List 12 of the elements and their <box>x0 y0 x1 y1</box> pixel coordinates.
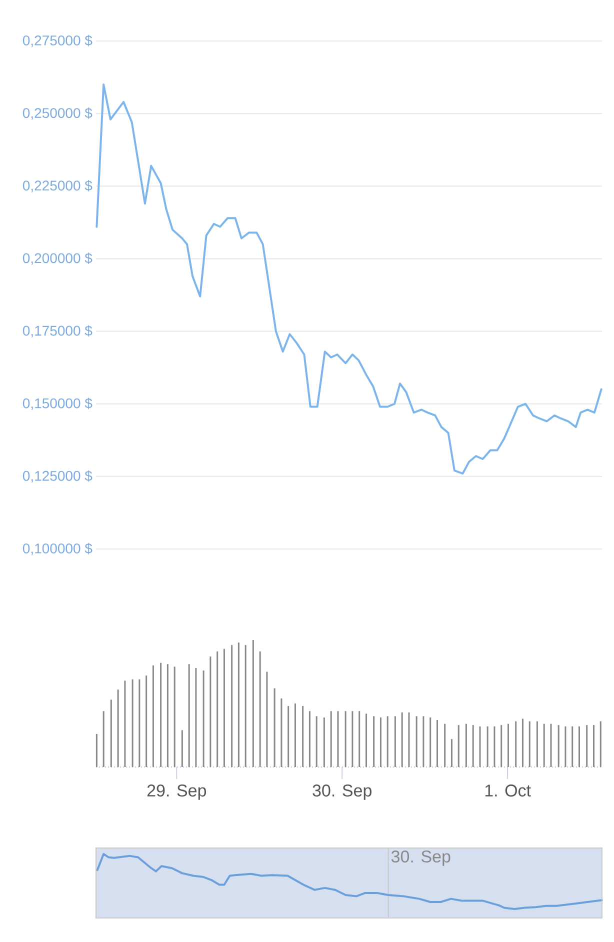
y-tick-label: 0,250000 $ <box>22 107 92 120</box>
x-tick-label: 1. Oct <box>485 784 531 797</box>
y-tick-label: 0,100000 $ <box>22 542 92 556</box>
y-tick-label: 0,200000 $ <box>22 252 92 265</box>
x-tick-label: 29. Sep <box>147 784 206 800</box>
y-tick-label: 0,275000 $ <box>22 34 92 48</box>
y-tick-label: 0,125000 $ <box>22 470 92 482</box>
y-tick-label: 0,175000 $ <box>22 325 92 338</box>
y-tick-label: 0,225000 $ <box>22 180 92 192</box>
ref-line-label: 30. Sep <box>391 850 450 866</box>
x-tick-label: 30. Sep <box>312 784 372 800</box>
y-tick-label: 0,150000 $ <box>22 398 92 410</box>
